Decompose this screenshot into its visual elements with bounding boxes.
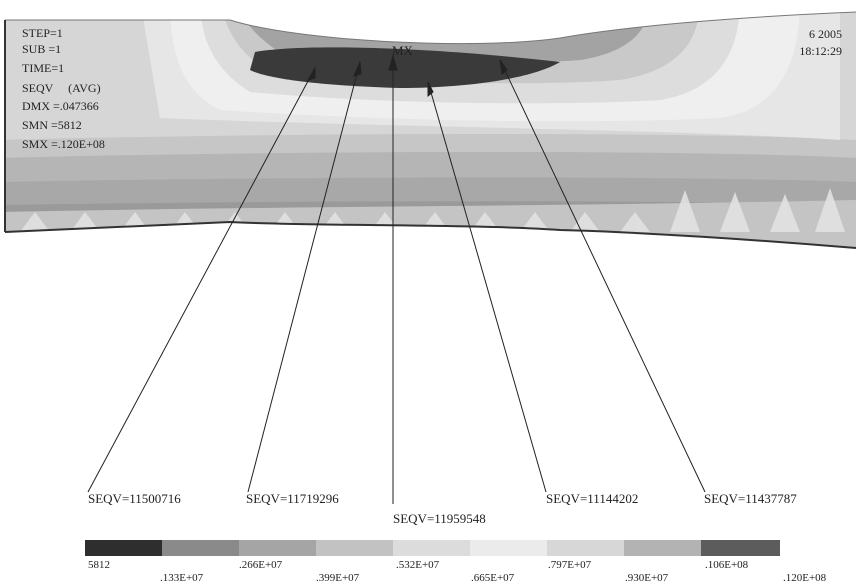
arrowhead-4	[427, 81, 434, 98]
max-marker: MX	[392, 43, 414, 58]
arrowhead-3	[388, 54, 398, 71]
legend-label-upper-4: .106E+08	[705, 559, 749, 571]
leader-line-4	[427, 81, 547, 493]
info-smn: SMN =5812	[22, 118, 82, 132]
info-dmx: DMX =.047366	[22, 99, 99, 113]
legend-swatch-8	[701, 540, 780, 556]
legend-label-lower-4: .120E+08	[783, 572, 827, 584]
legend-label-upper-3: .797E+07	[548, 559, 592, 571]
annotation-1: SEQV=11500716	[88, 491, 181, 506]
legend-label-upper-2: .532E+07	[396, 559, 440, 571]
legend-colorbar	[85, 540, 780, 556]
info-block: STEP=1 SUB =1 TIME=1 SEQV (AVG) DMX =.04…	[22, 26, 105, 151]
arrowhead-2	[353, 61, 362, 77]
legend-swatch-2	[239, 540, 316, 556]
legend-swatch-1	[162, 540, 239, 556]
legend-label-lower-1: .399E+07	[316, 572, 360, 584]
legend-label-lower-0: .133E+07	[160, 572, 204, 584]
fea-body	[5, 12, 856, 248]
legend-label-upper-0: 5812	[88, 559, 110, 571]
leader-lines	[87, 54, 706, 504]
info-smx: SMX =.120E+08	[22, 137, 105, 151]
info-result: SEQV (AVG)	[22, 81, 101, 95]
leader-line-2	[247, 61, 361, 493]
leader-line-5	[499, 59, 706, 493]
legend-swatch-3	[316, 540, 393, 556]
legend-swatch-5	[470, 540, 547, 556]
date-label: 6 2005	[809, 27, 842, 41]
legend-label-upper-1: .266E+07	[239, 559, 283, 571]
fea-body-outline-bottom	[4, 220, 856, 249]
legend-labels: 5812 .266E+07 .532E+07 .797E+07 .106E+08…	[88, 559, 827, 584]
legend-swatch-4	[393, 540, 470, 556]
legend-label-lower-3: .930E+07	[625, 572, 669, 584]
legend-swatch-6	[547, 540, 624, 556]
legend-swatch-0	[85, 540, 162, 556]
legend-label-lower-2: .665E+07	[471, 572, 515, 584]
annotation-3: SEQV=11959548	[393, 511, 486, 526]
info-sub: SUB =1	[22, 42, 61, 56]
timestamp: 6 2005 18:12:29	[799, 27, 842, 58]
annotations: SEQV=11500716 SEQV=11719296 SEQV=1195954…	[88, 491, 797, 526]
annotation-5: SEQV=11437787	[704, 491, 797, 506]
clock-label: 18:12:29	[799, 44, 842, 58]
legend-swatch-7	[624, 540, 701, 556]
annotation-2: SEQV=11719296	[246, 491, 339, 506]
annotation-4: SEQV=11144202	[546, 491, 638, 506]
fea-body-outline-top	[5, 11, 856, 45]
contour-band-max	[250, 47, 560, 88]
leader-line-1	[87, 67, 316, 493]
arrowhead-1	[306, 66, 316, 81]
info-time: TIME=1	[22, 61, 64, 75]
arrowhead-5	[499, 59, 508, 75]
info-step: STEP=1	[22, 26, 63, 40]
